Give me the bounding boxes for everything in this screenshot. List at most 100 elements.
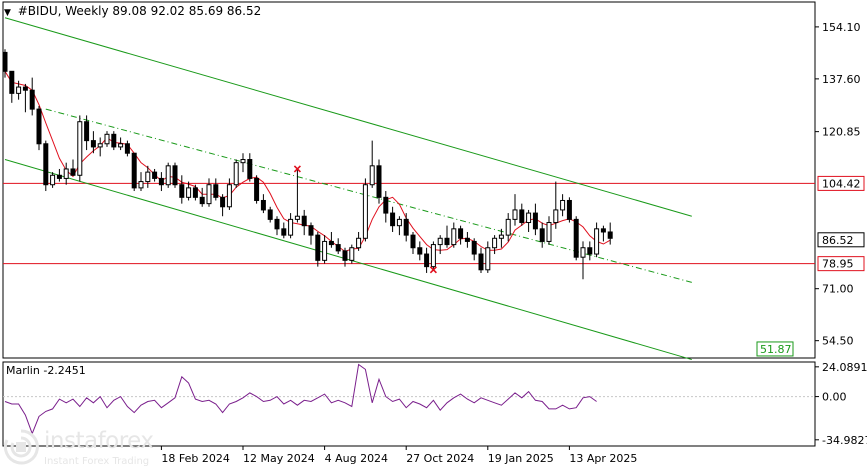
level-price-box	[817, 256, 865, 272]
candle-body	[172, 165, 178, 186]
candle-body	[526, 212, 532, 224]
candle-body	[505, 218, 511, 236]
timeframe-label: Weekly	[65, 4, 109, 18]
candle-body	[573, 218, 579, 258]
time-tick-label: 27 Oct 2024	[406, 452, 474, 465]
candle-body	[444, 237, 450, 246]
indicator-pane-border	[2, 361, 816, 447]
candle-body	[111, 133, 117, 148]
candle-body	[600, 228, 606, 233]
candle-body	[158, 177, 164, 186]
time-tick-label: 18 Feb 2024	[161, 452, 229, 465]
candle-body	[349, 247, 355, 261]
candle-body	[301, 215, 307, 227]
candle-body	[145, 171, 151, 183]
candle-body	[308, 225, 314, 236]
channel-mid-line	[45, 108, 692, 283]
candle-body	[553, 209, 559, 224]
price-tick-label: 86.52	[822, 234, 854, 247]
candle-body	[43, 143, 49, 186]
candle-body	[383, 196, 389, 214]
candle-body	[294, 215, 300, 220]
price-tick-label: 137.60	[822, 73, 861, 86]
candle-body	[335, 244, 341, 252]
candle-body	[315, 234, 321, 261]
indicator-tick-label: -34.9827	[822, 434, 867, 447]
candle-body	[118, 143, 124, 148]
candle-body	[124, 143, 130, 154]
indicator-name: Marlin	[6, 364, 40, 377]
candle-body	[36, 108, 42, 145]
channel-upper-line	[4, 17, 692, 217]
candle-body	[274, 218, 280, 230]
candle-body	[594, 228, 600, 255]
candle-body	[9, 70, 15, 94]
candle-body	[512, 209, 518, 220]
candle-body	[390, 212, 396, 227]
level-price-box	[817, 175, 865, 191]
candle-body	[97, 143, 103, 148]
horizontal-levels[interactable]	[3, 182, 815, 265]
candle-body	[410, 234, 416, 249]
candle-body	[2, 51, 8, 72]
time-tick-label: 19 Jan 2025	[488, 452, 554, 465]
candle-body	[267, 209, 273, 220]
candle-body	[165, 165, 171, 186]
price-tick-label: 71.00	[822, 283, 854, 296]
candle-body	[587, 247, 593, 255]
cross-marker	[429, 266, 437, 274]
candle-body	[417, 247, 423, 255]
candle-body	[22, 86, 28, 91]
candle-body	[396, 218, 402, 227]
candle-body	[131, 152, 137, 189]
current-price-box	[817, 232, 865, 248]
candle-body	[240, 159, 246, 164]
candle-body	[369, 165, 375, 186]
ma-line	[4, 71, 611, 253]
candlesticks[interactable]	[2, 49, 613, 280]
candle-body	[50, 174, 56, 186]
marlin-line	[4, 363, 597, 436]
channel-target-box	[756, 341, 794, 357]
chart-frame	[2, 1, 816, 447]
candle-body	[63, 168, 69, 179]
candle-body	[220, 196, 226, 208]
candle-body	[16, 86, 22, 94]
candle-body	[519, 209, 525, 224]
marlin-indicator	[3, 363, 815, 436]
candle-body	[152, 171, 158, 179]
cross-markers	[293, 165, 437, 274]
collapse-triangle-icon[interactable]: ▼	[4, 8, 11, 18]
candle-body	[546, 222, 552, 242]
time-tick-label: 12 May 2024	[243, 452, 315, 465]
candle-body	[138, 181, 144, 189]
candle-body	[90, 140, 96, 148]
candle-body	[213, 184, 219, 198]
candle-body	[424, 253, 430, 268]
candle-body	[451, 228, 457, 246]
price-tick-label: 51.87	[760, 343, 792, 356]
watermark-brand: instaforex	[44, 428, 154, 454]
candle-body	[281, 228, 287, 236]
candle-body	[233, 162, 239, 186]
candle-body	[328, 240, 334, 246]
candle-body	[356, 237, 362, 249]
candle-body	[56, 174, 62, 179]
candle-body	[498, 234, 504, 239]
descending-channel[interactable]	[4, 17, 692, 361]
price-tick-label: 78.95	[822, 258, 854, 271]
candle-body	[179, 184, 185, 198]
indicator-label: Marlin -2.2451	[6, 364, 86, 377]
ohlc-values: 89.08 92.02 85.69 86.52	[112, 4, 262, 18]
candle-body	[70, 168, 76, 176]
chart-header: ▼ #BIDU, Weekly 89.08 92.02 85.69 86.52	[4, 4, 262, 18]
time-tick-label: 4 Aug 2024	[325, 452, 388, 465]
moving-average	[4, 71, 611, 253]
candle-body	[607, 231, 613, 239]
candle-body	[77, 121, 83, 176]
candle-body	[226, 184, 232, 208]
candle-body	[539, 228, 545, 242]
watermark-logo: instaforex Instant Forex Trading	[0, 426, 180, 470]
price-tick-label: 154.10	[822, 21, 861, 34]
